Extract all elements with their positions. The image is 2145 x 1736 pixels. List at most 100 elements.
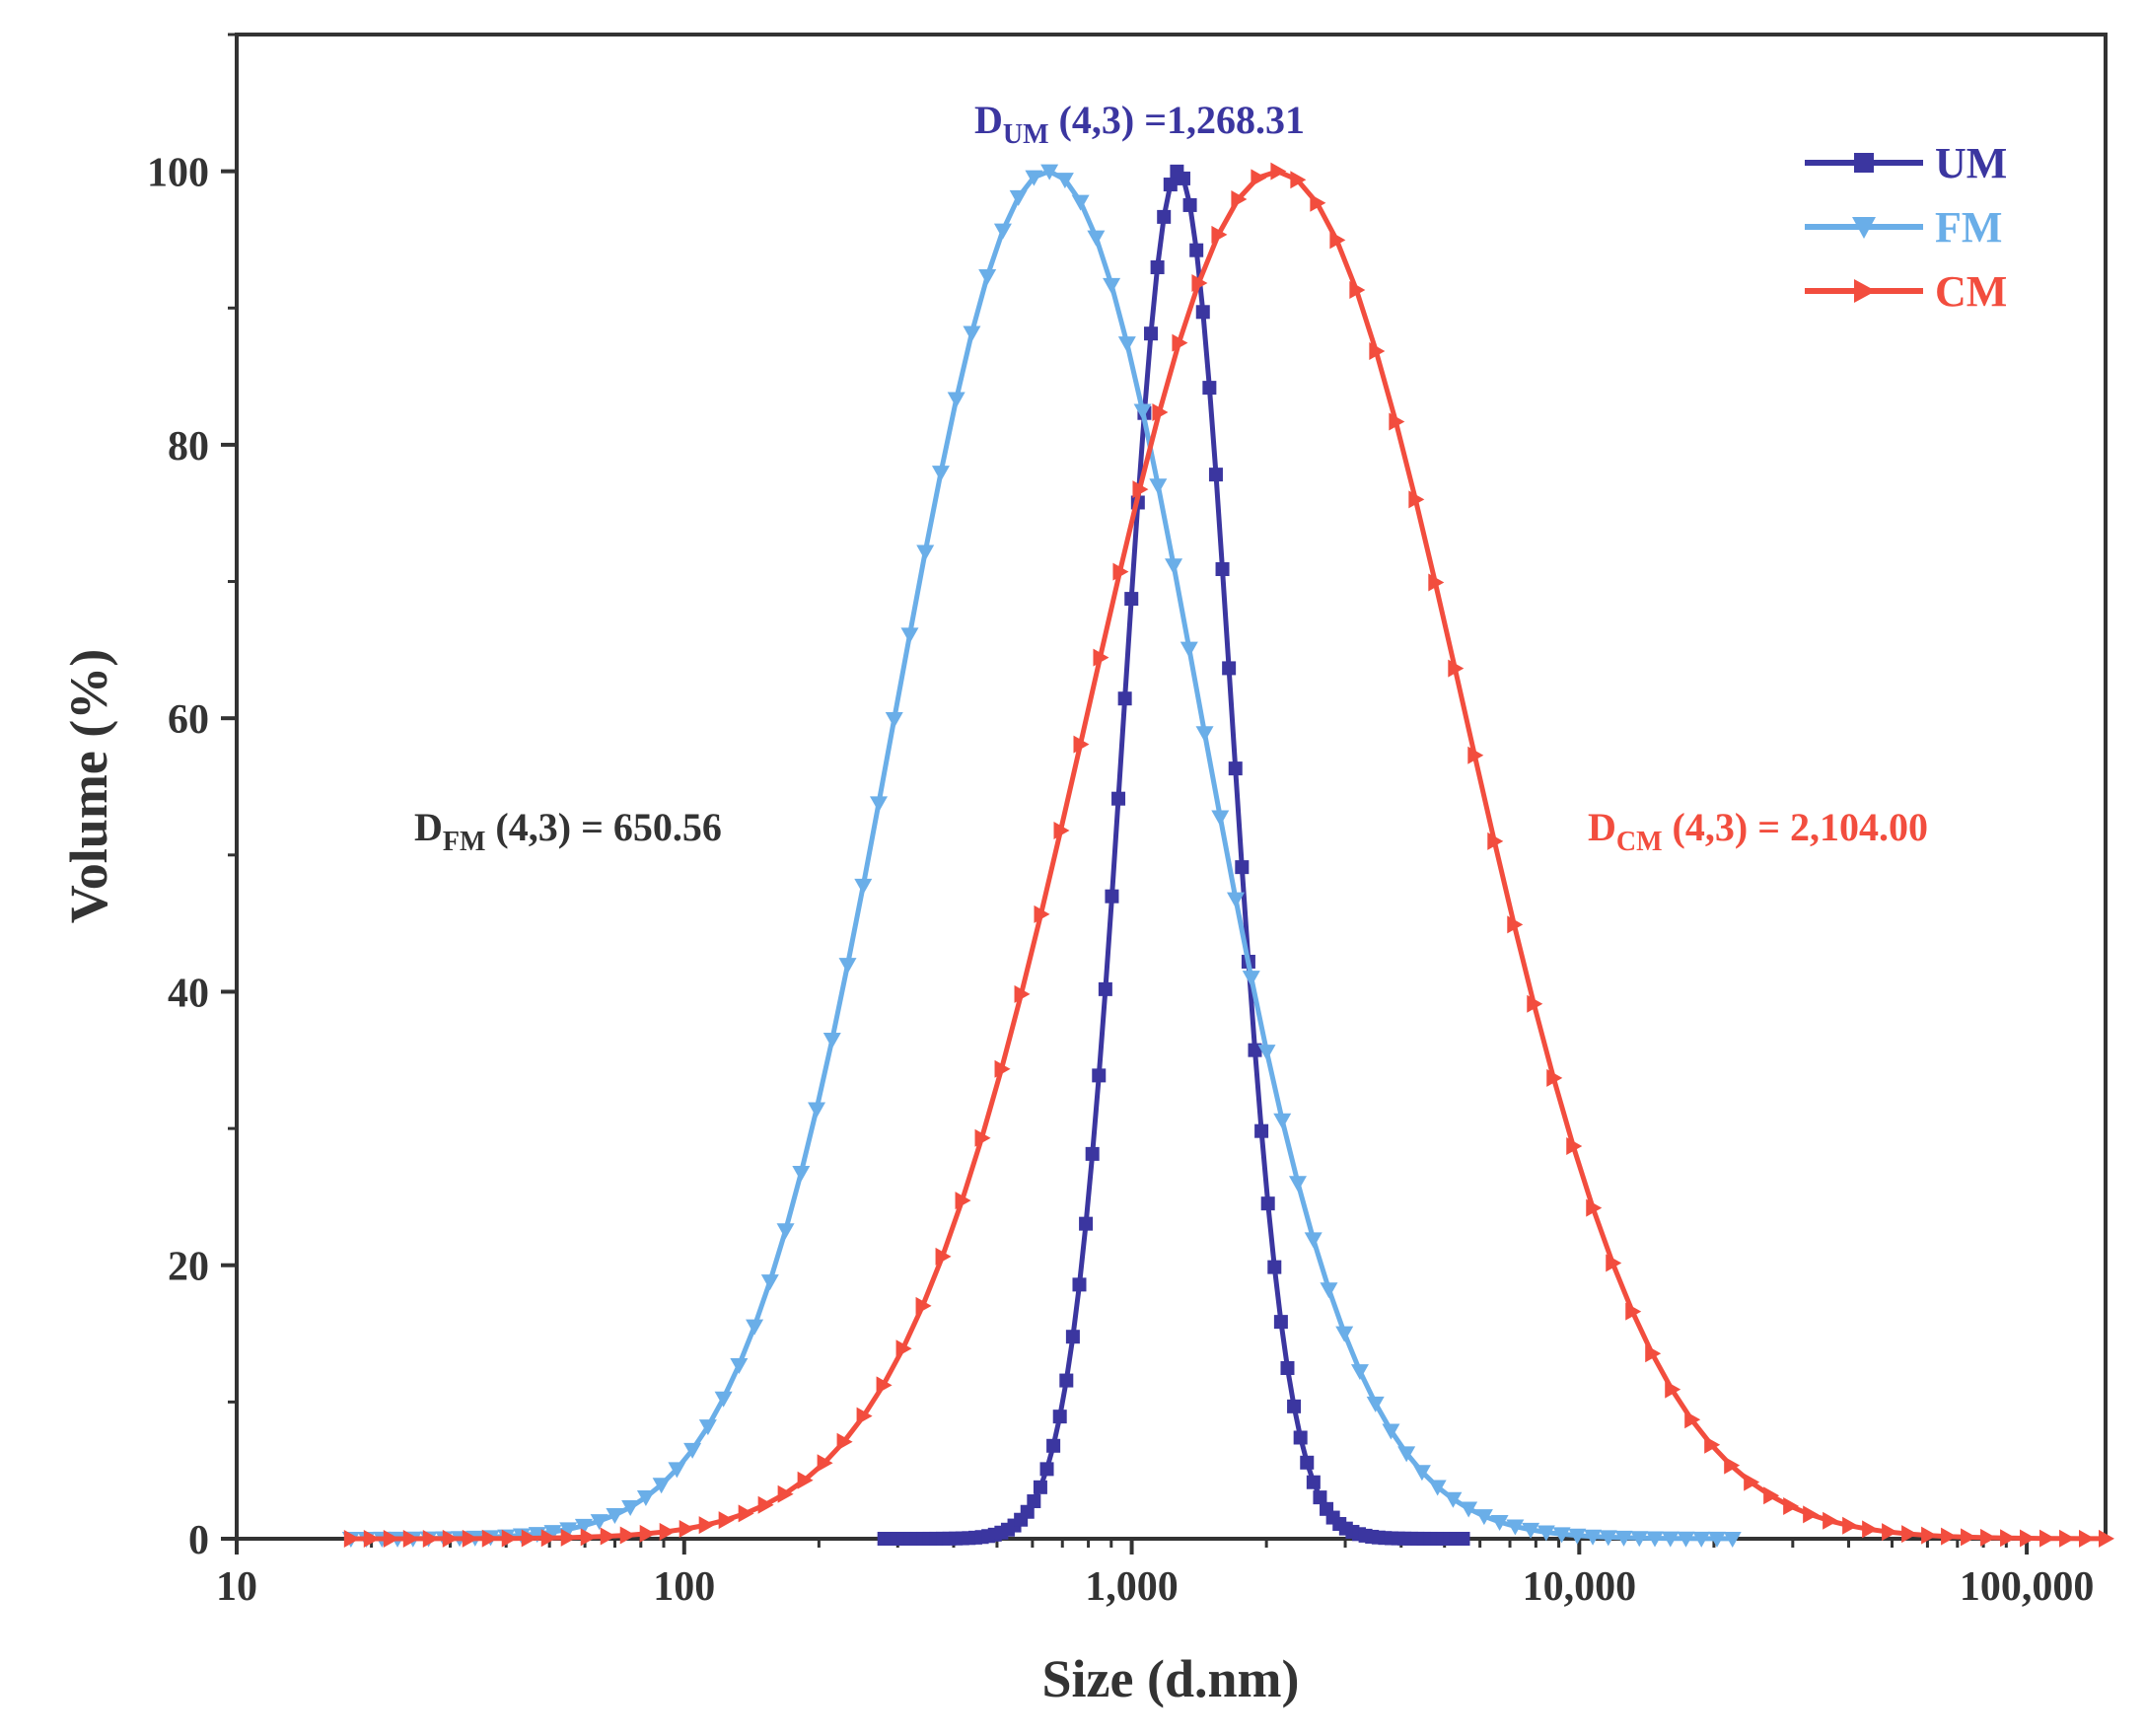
- point-fm: [1242, 971, 1260, 987]
- point-cm: [521, 1529, 537, 1548]
- point-cm: [422, 1529, 439, 1548]
- point-cm: [1507, 915, 1524, 934]
- point-cm: [1763, 1486, 1780, 1505]
- point-fm: [574, 1518, 593, 1535]
- point-fm: [606, 1507, 624, 1524]
- y-tick-label-1: 20: [168, 1245, 209, 1290]
- point-fm: [746, 1319, 764, 1336]
- point-cm: [1270, 162, 1287, 181]
- point-fm: [1227, 892, 1246, 908]
- point-cm: [2039, 1529, 2056, 1548]
- legend-label-fm: FM: [1935, 203, 2002, 252]
- point-cm: [501, 1529, 518, 1548]
- point-cm: [1349, 280, 1366, 299]
- point-cm: [1921, 1526, 1938, 1545]
- point-um: [1456, 1531, 1470, 1546]
- point-fm: [1040, 164, 1059, 181]
- x-tick-label-4: 100,000: [1960, 1564, 2095, 1610]
- point-cm: [580, 1528, 597, 1547]
- point-um: [1098, 981, 1112, 996]
- point-cm: [1389, 412, 1405, 431]
- point-cm: [1251, 169, 1267, 187]
- point-um: [1150, 259, 1165, 274]
- point-cm: [619, 1526, 636, 1545]
- point-um: [1280, 1360, 1295, 1375]
- point-fm: [993, 223, 1012, 240]
- point-cm: [560, 1528, 577, 1547]
- point-um: [1033, 1480, 1047, 1494]
- point-fm: [947, 392, 965, 408]
- point-fm: [1335, 1326, 1354, 1342]
- point-fm: [808, 1102, 826, 1119]
- point-fm: [1428, 1480, 1447, 1496]
- point-fm: [1288, 1176, 1307, 1193]
- point-cm: [1842, 1516, 1859, 1535]
- point-cm: [797, 1471, 814, 1489]
- point-cm: [817, 1454, 833, 1473]
- point-um: [1254, 1123, 1269, 1138]
- point-um: [1228, 761, 1243, 776]
- point-fm: [1165, 558, 1183, 575]
- point-cm: [1625, 1302, 1642, 1321]
- annotation-fm: DFM (4,3) = 650.56: [414, 805, 722, 857]
- point-fm: [1195, 726, 1214, 743]
- point-cm: [1566, 1137, 1583, 1156]
- point-um: [1027, 1494, 1041, 1509]
- point-cm: [2059, 1529, 2076, 1548]
- point-fm: [1692, 1531, 1711, 1548]
- point-cm: [2099, 1529, 2114, 1548]
- point-fm: [683, 1442, 702, 1459]
- point-fm: [1397, 1446, 1416, 1463]
- point-cm: [679, 1519, 695, 1538]
- point-um: [1300, 1455, 1315, 1470]
- point-cm: [1941, 1527, 1958, 1546]
- point-cm: [718, 1511, 735, 1530]
- point-fm: [652, 1478, 671, 1494]
- point-cm: [895, 1339, 912, 1358]
- point-um: [1222, 661, 1237, 676]
- point-cm: [2000, 1529, 2017, 1548]
- point-fm: [776, 1223, 795, 1240]
- point-fm: [822, 1032, 841, 1049]
- point-cm: [600, 1527, 616, 1546]
- point-cm: [481, 1529, 498, 1548]
- point-fm: [1474, 1509, 1493, 1526]
- y-axis-title: Volume (%): [59, 649, 118, 924]
- point-cm: [1172, 333, 1188, 352]
- point-cm: [2079, 1529, 2096, 1548]
- point-cm: [1408, 490, 1425, 509]
- point-fm: [1723, 1531, 1742, 1548]
- point-cm: [1014, 984, 1031, 1003]
- x-tick-label-3: 10,000: [1523, 1564, 1637, 1610]
- point-cm: [1467, 746, 1484, 764]
- point-fm: [1522, 1522, 1540, 1539]
- point-cm: [383, 1529, 399, 1548]
- point-fm: [760, 1274, 779, 1291]
- point-cm: [994, 1059, 1011, 1078]
- point-um: [1287, 1399, 1302, 1413]
- legend-label-um: UM: [1935, 139, 2007, 187]
- point-um: [1235, 860, 1250, 875]
- point-cm: [343, 1529, 360, 1548]
- point-cm: [1112, 562, 1129, 581]
- x-axis-title: Size (d.nm): [1042, 1649, 1300, 1708]
- point-fm: [931, 466, 950, 482]
- point-um: [1105, 889, 1119, 904]
- point-cm: [1645, 1344, 1662, 1363]
- point-cm: [777, 1484, 794, 1503]
- series-line-um: [884, 169, 1464, 1542]
- legend: UM FM CM: [1805, 139, 2007, 316]
- point-um: [1085, 1146, 1100, 1161]
- point-fm: [1444, 1491, 1463, 1508]
- point-um: [1039, 1462, 1054, 1477]
- point-fm: [1537, 1525, 1555, 1542]
- point-fm: [1117, 336, 1136, 353]
- point-cm: [1211, 225, 1228, 244]
- point-cm: [1882, 1523, 1898, 1542]
- point-cm: [738, 1504, 754, 1523]
- point-cm: [1586, 1198, 1603, 1217]
- point-fm: [1180, 641, 1198, 658]
- point-fm: [1009, 189, 1028, 206]
- point-um: [1195, 305, 1210, 320]
- point-um: [1215, 562, 1230, 577]
